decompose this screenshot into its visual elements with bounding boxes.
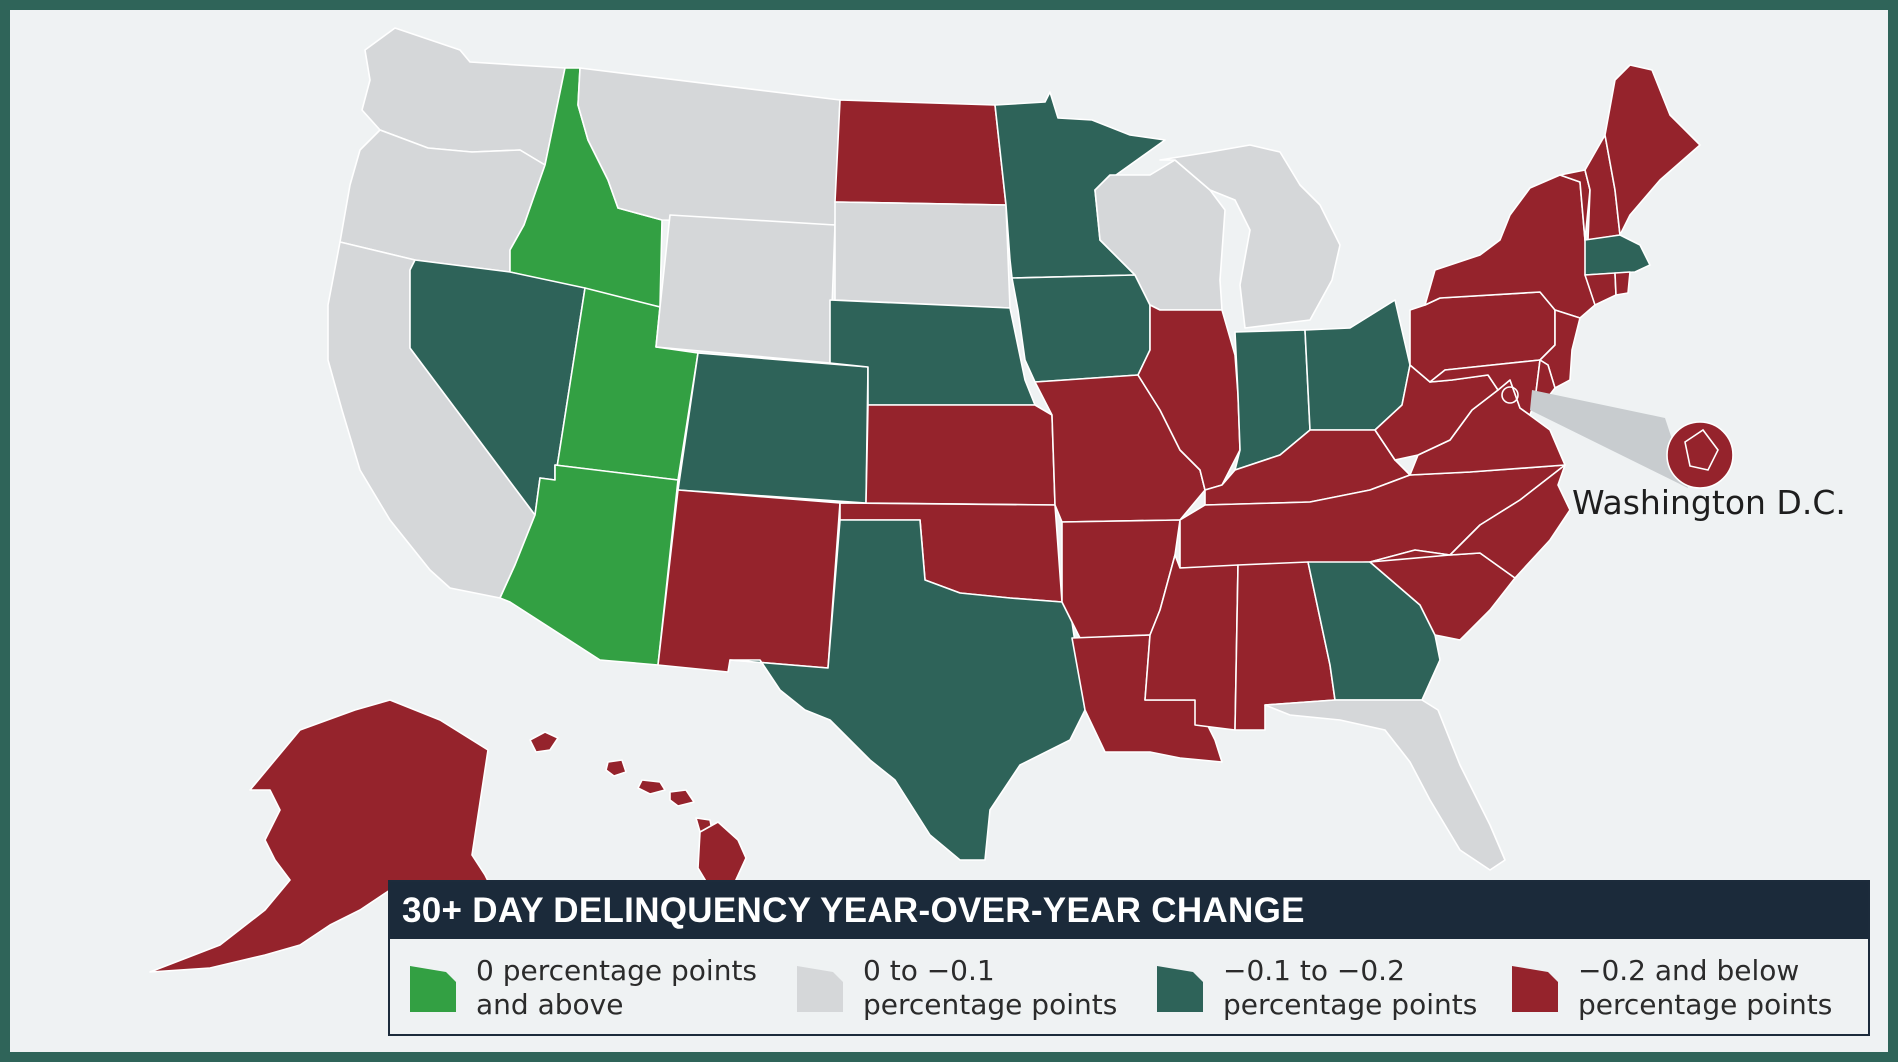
us-map [149, 27, 1734, 1001]
state-CT[interactable] [1584, 272, 1617, 306]
dc-callout-beam [1530, 390, 1688, 488]
state-RI[interactable] [1614, 271, 1631, 296]
state-IA[interactable] [1011, 274, 1151, 383]
state-ND[interactable] [834, 99, 1007, 206]
legend-swatch-slight [797, 966, 843, 1012]
state-CO[interactable] [677, 352, 869, 504]
state-VT[interactable] [1559, 169, 1591, 241]
state-FL[interactable] [1264, 699, 1506, 871]
state-OH[interactable] [1304, 299, 1411, 431]
legend-label-large: −0.2 and below percentage points [1578, 954, 1833, 1021]
legend-swatch-large [1512, 966, 1558, 1012]
legend: 30+ DAY DELINQUENCY YEAR-OVER-YEAR CHANG… [388, 880, 1870, 1036]
state-WI[interactable] [1094, 159, 1226, 311]
legend-label-slight: 0 to −0.1 percentage points [863, 954, 1118, 1021]
dc-marker [1501, 386, 1519, 404]
dc-callout-shape [1684, 428, 1719, 471]
legend-label-moderate: −0.1 to −0.2 percentage points [1223, 954, 1478, 1021]
state-ME[interactable] [1604, 64, 1701, 236]
state-MI[interactable] [1159, 144, 1341, 329]
state-TX[interactable] [729, 519, 1086, 861]
map-frame: Washington D.C. 30+ DAY DELINQUENCY YEAR… [10, 10, 1888, 1052]
state-AK[interactable] [149, 699, 511, 1001]
state-HI[interactable] [529, 731, 747, 889]
state-WY[interactable] [655, 214, 836, 364]
state-MA[interactable] [1584, 234, 1651, 276]
state-IL[interactable] [1137, 304, 1241, 491]
state-NM[interactable] [657, 489, 841, 673]
legend-swatch-moderate [1157, 966, 1203, 1012]
legend-label-gain: 0 percentage points and above [476, 954, 758, 1021]
state-MT[interactable] [577, 67, 841, 226]
legend-swatch-gain [410, 966, 456, 1012]
state-MN[interactable] [994, 91, 1166, 279]
legend-title: 30+ DAY DELINQUENCY YEAR-OVER-YEAR CHANG… [390, 882, 1868, 939]
state-KS[interactable] [865, 404, 1056, 506]
state-NC[interactable] [1369, 464, 1571, 579]
state-SD[interactable] [834, 201, 1011, 309]
dc-callout-label: Washington D.C. [1572, 483, 1846, 522]
